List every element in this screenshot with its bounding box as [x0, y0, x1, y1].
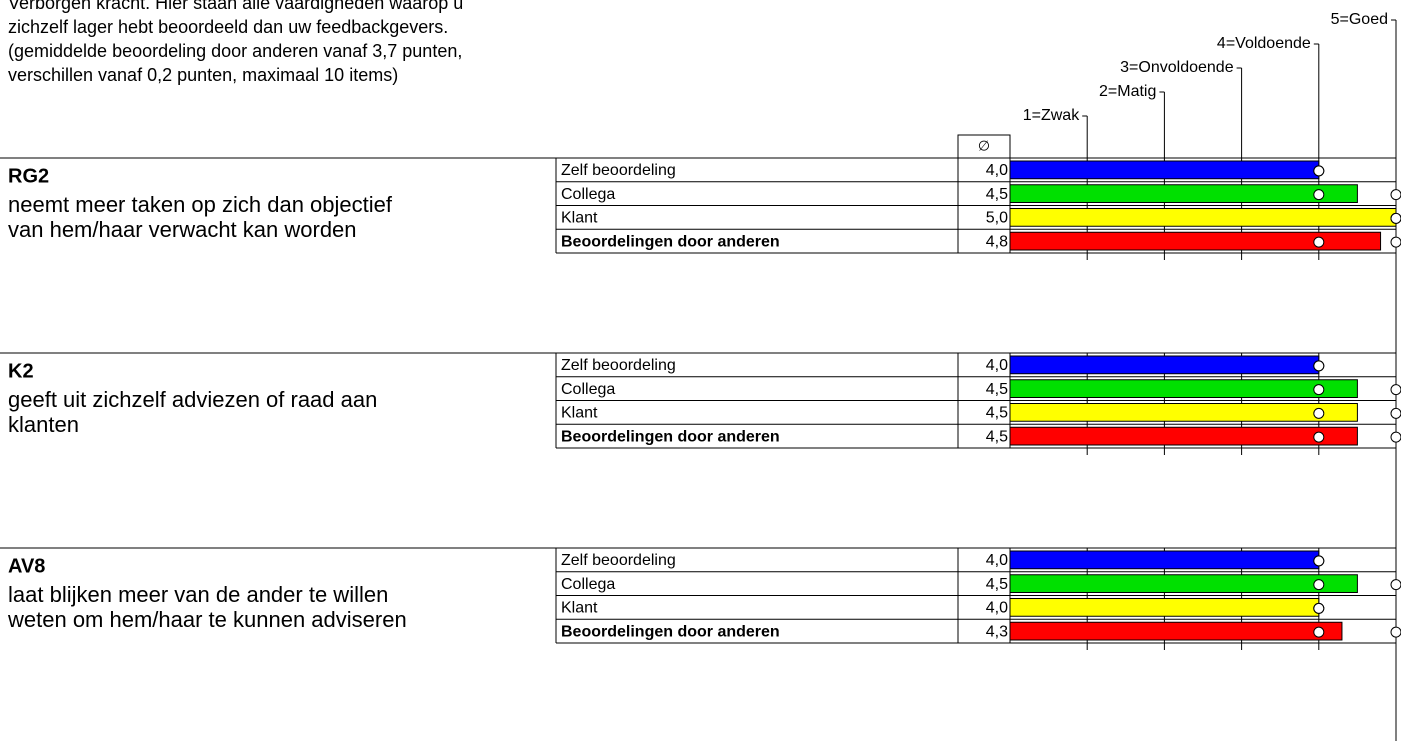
bar — [1009, 598, 1320, 617]
bar — [1009, 426, 1358, 446]
avg-header: ∅ — [978, 138, 990, 154]
row-label: Beoordelingen door anderen — [561, 623, 780, 640]
row-value: 4,0 — [986, 552, 1008, 569]
row-value: 4,5 — [986, 428, 1008, 445]
range-marker — [1313, 602, 1325, 614]
item-code: AV8 — [8, 555, 45, 577]
range-marker — [1390, 212, 1401, 224]
range-marker — [1390, 189, 1401, 201]
bar — [1009, 574, 1358, 593]
intro-line: Verborgen kracht. Hier staan alle vaardi… — [8, 0, 463, 13]
range-marker — [1390, 431, 1401, 443]
bar — [1009, 621, 1343, 641]
intro-line: verschillen vanaf 0,2 punten, maximaal 1… — [8, 65, 398, 85]
row-label: Klant — [561, 405, 598, 422]
row-value: 4,0 — [986, 600, 1008, 617]
bar — [1009, 355, 1320, 375]
range-marker — [1313, 165, 1325, 177]
row-value: 4,0 — [986, 162, 1008, 179]
item-code: K2 — [8, 360, 34, 382]
range-marker — [1313, 236, 1325, 248]
row-label: Beoordelingen door anderen — [561, 233, 780, 250]
scale-label: 4=Voldoende — [1217, 35, 1311, 52]
scale-label: 5=Goed — [1331, 11, 1388, 28]
row-value: 4,8 — [986, 233, 1008, 250]
range-marker — [1390, 384, 1401, 396]
range-marker — [1390, 407, 1401, 419]
bar — [1009, 379, 1358, 398]
range-marker — [1313, 431, 1325, 443]
scale-label: 2=Matig — [1099, 83, 1156, 100]
range-marker — [1313, 189, 1325, 201]
range-marker — [1313, 384, 1325, 396]
range-marker — [1390, 236, 1401, 248]
bar — [1009, 184, 1358, 203]
scale-label: 1=Zwak — [1023, 107, 1080, 124]
row-value: 4,5 — [986, 576, 1008, 593]
row-value: 4,3 — [986, 623, 1008, 640]
item-description: van hem/haar verwacht kan worden — [8, 217, 357, 242]
row-value: 5,0 — [986, 210, 1008, 227]
range-marker — [1313, 579, 1325, 591]
bar — [1009, 403, 1358, 422]
intro-line: zichzelf lager hebt beoordeeld dan uw fe… — [8, 17, 448, 37]
row-label: Collega — [561, 381, 615, 398]
range-marker — [1390, 579, 1401, 591]
row-label: Zelf beoordeling — [561, 162, 676, 179]
row-label: Collega — [561, 576, 615, 593]
item-description: geeft uit zichzelf adviezen of raad aan — [8, 387, 377, 412]
bar — [1009, 160, 1320, 180]
row-label: Klant — [561, 210, 598, 227]
bar — [1009, 231, 1382, 251]
item-description: klanten — [8, 412, 79, 437]
bar — [1009, 208, 1397, 227]
row-label: Klant — [561, 600, 598, 617]
item-code: RG2 — [8, 165, 49, 187]
range-marker — [1313, 555, 1325, 567]
range-marker — [1313, 360, 1325, 372]
row-label: Zelf beoordeling — [561, 552, 676, 569]
range-marker — [1390, 626, 1401, 638]
item-description: weten om hem/haar te kunnen adviseren — [7, 607, 407, 632]
item-description: laat blijken meer van de ander te willen — [8, 582, 388, 607]
scale-label: 3=Onvoldoende — [1120, 59, 1234, 76]
bar — [1009, 550, 1320, 570]
row-value: 4,5 — [986, 186, 1008, 203]
row-label: Collega — [561, 186, 615, 203]
range-marker — [1313, 626, 1325, 638]
row-value: 4,5 — [986, 381, 1008, 398]
row-label: Zelf beoordeling — [561, 357, 676, 374]
row-value: 4,5 — [986, 405, 1008, 422]
item-description: neemt meer taken op zich dan objectief — [8, 192, 393, 217]
range-marker — [1313, 407, 1325, 419]
row-value: 4,0 — [986, 357, 1008, 374]
intro-line: (gemiddelde beoordeling door anderen van… — [8, 41, 462, 61]
row-label: Beoordelingen door anderen — [561, 428, 780, 445]
